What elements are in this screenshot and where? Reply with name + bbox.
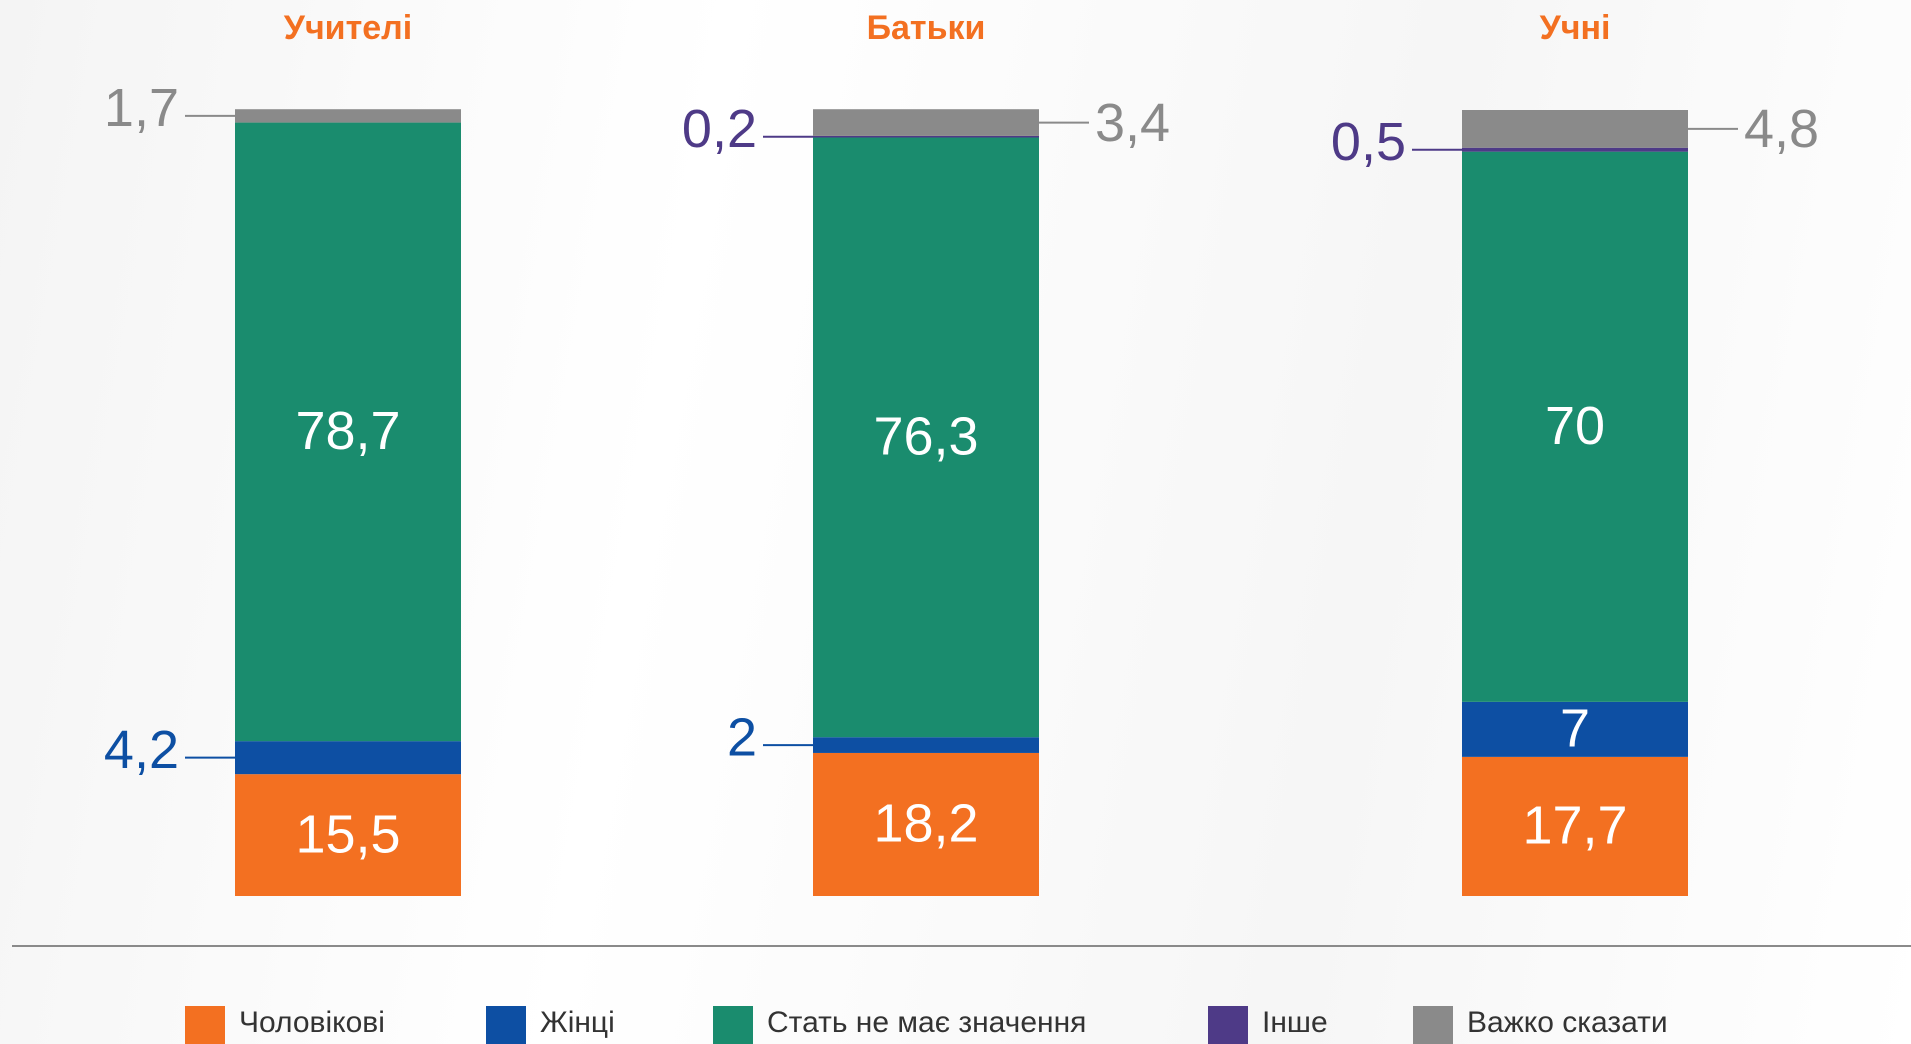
bar-segment (813, 109, 1039, 136)
value-label: 18,2 (873, 794, 978, 854)
bar-segment (235, 741, 461, 775)
category-title: Учні (1540, 9, 1611, 47)
value-label: 7 (1560, 699, 1590, 759)
bar-segment (813, 752, 1039, 896)
legend-label: Інше (1262, 1006, 1328, 1039)
bar-segment (235, 109, 461, 123)
value-label: 1,7 (104, 78, 179, 138)
bar-segment (813, 135, 1039, 138)
bar-segment (813, 137, 1039, 738)
value-label: 4,8 (1744, 99, 1819, 159)
category-title: Батьки (867, 9, 986, 47)
value-label: 0,5 (1331, 112, 1406, 172)
bar-segment (235, 774, 461, 896)
legend-swatch (185, 1006, 225, 1044)
legend-label: Чоловікові (239, 1006, 385, 1039)
category-title: Учителі (284, 9, 412, 47)
value-label: 0,2 (682, 99, 757, 159)
value-label: 76,3 (873, 407, 978, 467)
bar-segment (1462, 151, 1688, 702)
value-label: 15,5 (295, 804, 400, 864)
value-label: 78,7 (295, 401, 400, 461)
bar-segment (1462, 701, 1688, 757)
legend-label: Важко сказати (1467, 1006, 1668, 1039)
legend-swatch (1413, 1006, 1453, 1044)
value-label: 70 (1545, 396, 1605, 456)
legend-swatch (713, 1006, 753, 1044)
value-label: 2 (727, 707, 757, 767)
bar-segment (1462, 756, 1688, 896)
legend-swatch (1208, 1006, 1248, 1044)
value-label: 4,2 (104, 720, 179, 780)
bar-segment (813, 737, 1039, 753)
bar-segment (235, 122, 461, 742)
value-label: 3,4 (1095, 93, 1170, 153)
value-label: 17,7 (1522, 796, 1627, 856)
legend-swatch (486, 1006, 526, 1044)
bar-segment (1462, 147, 1688, 152)
legend-label: Жінці (540, 1006, 615, 1039)
legend-label: Стать не має значення (767, 1006, 1086, 1039)
bar-segment (1462, 110, 1688, 148)
